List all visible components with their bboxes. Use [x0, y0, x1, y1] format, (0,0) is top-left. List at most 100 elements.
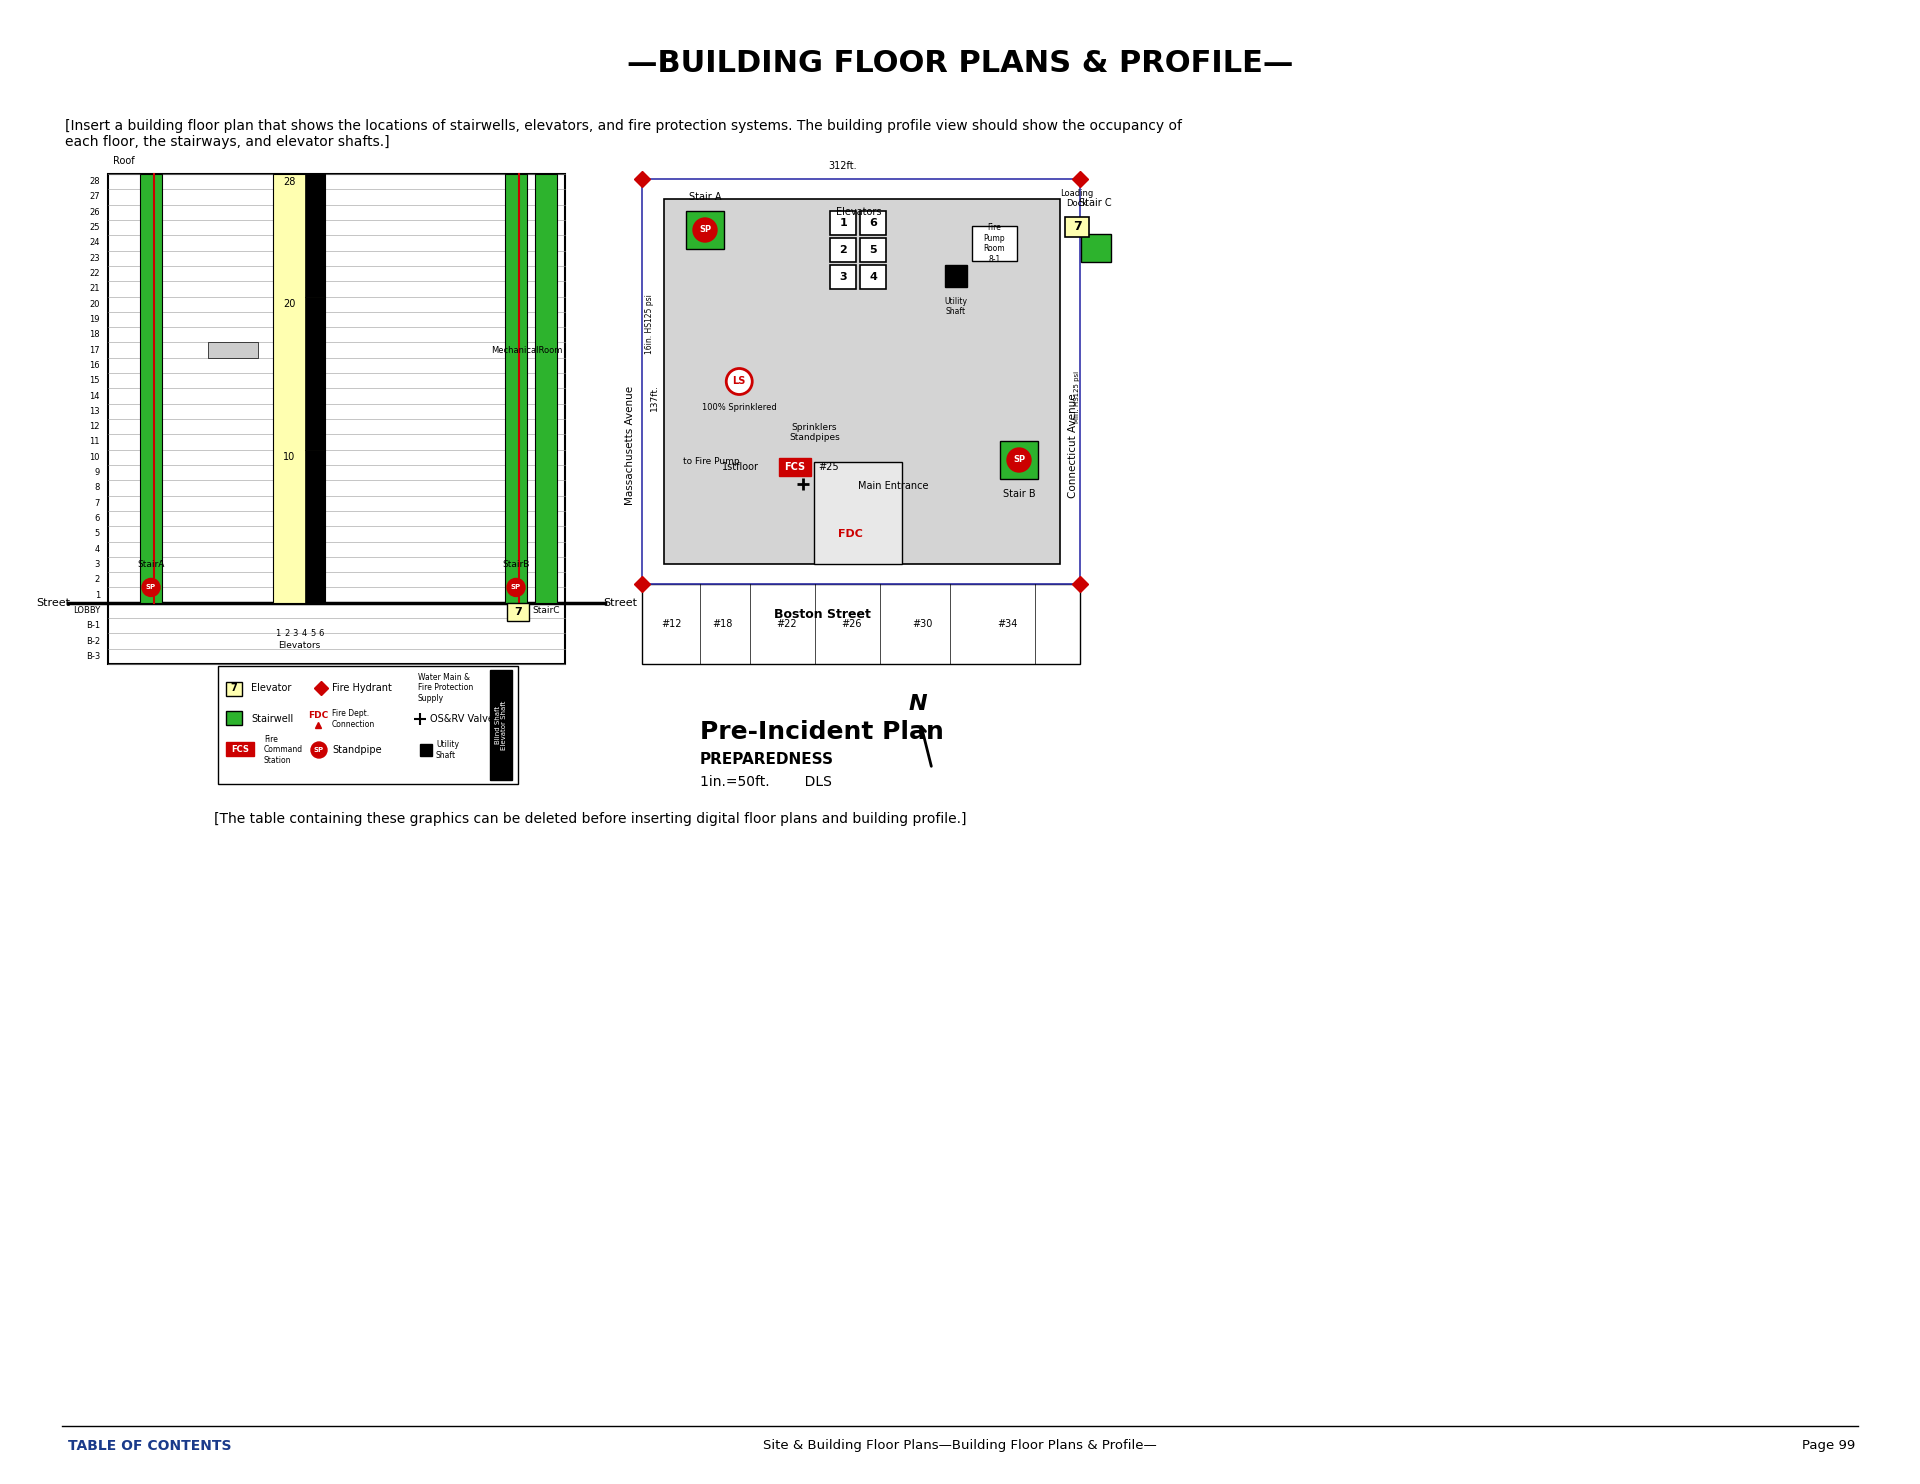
- Text: Street: Street: [603, 598, 637, 608]
- Bar: [305, 450, 324, 603]
- Text: TABLE OF CONTENTS: TABLE OF CONTENTS: [67, 1439, 232, 1453]
- Text: 6: 6: [319, 629, 324, 638]
- Text: Loading
Dock: Loading Dock: [1060, 188, 1094, 208]
- Bar: [207, 343, 257, 358]
- Text: 4: 4: [870, 272, 877, 282]
- Bar: [1066, 217, 1089, 237]
- Bar: [227, 683, 242, 696]
- Text: B-2: B-2: [86, 637, 100, 646]
- Circle shape: [142, 579, 159, 597]
- Text: Stairwell: Stairwell: [252, 714, 294, 724]
- Text: SP: SP: [699, 226, 710, 234]
- Text: LS: LS: [733, 377, 747, 386]
- Text: Fire
Command
Station: Fire Command Station: [265, 735, 303, 764]
- Text: Pre-Incident Plan: Pre-Incident Plan: [701, 720, 945, 743]
- Text: 17: 17: [90, 346, 100, 355]
- Text: Fire Dept.
Connection: Fire Dept. Connection: [332, 709, 374, 729]
- Text: 137ft.: 137ft.: [649, 384, 659, 411]
- Text: 9: 9: [94, 467, 100, 476]
- Text: Roof: Roof: [113, 156, 134, 166]
- Text: 16in. HS125 psi: 16in. HS125 psi: [645, 294, 655, 355]
- Text: 1stfloor: 1stfloor: [722, 462, 758, 472]
- Text: 7: 7: [94, 499, 100, 508]
- Text: 20: 20: [282, 300, 296, 309]
- Text: 11: 11: [90, 438, 100, 447]
- Text: 1: 1: [94, 591, 100, 600]
- Text: Stair A: Stair A: [689, 191, 722, 202]
- Text: 2: 2: [94, 576, 100, 585]
- Bar: [227, 711, 242, 726]
- Text: 7: 7: [230, 683, 238, 693]
- Text: Connecticut Avenue: Connecticut Avenue: [1068, 393, 1077, 499]
- Text: Fire
Pump
Room
8-1: Fire Pump Room 8-1: [983, 224, 1006, 264]
- Bar: [641, 585, 1079, 663]
- Bar: [507, 603, 530, 622]
- Text: 1: 1: [275, 629, 280, 638]
- Bar: [829, 237, 856, 263]
- Bar: [536, 174, 557, 603]
- Text: 1in.=50ft.        DLS: 1in.=50ft. DLS: [701, 775, 831, 789]
- Bar: [860, 211, 887, 234]
- Text: 10: 10: [90, 453, 100, 462]
- Text: 15: 15: [90, 377, 100, 386]
- Bar: [420, 743, 432, 755]
- Text: B-3: B-3: [86, 651, 100, 660]
- Bar: [860, 237, 887, 263]
- Text: Street: Street: [36, 598, 69, 608]
- Text: 14: 14: [90, 392, 100, 401]
- Text: #18: #18: [712, 619, 732, 629]
- Bar: [860, 266, 887, 289]
- Text: N: N: [908, 695, 927, 714]
- Text: 4: 4: [94, 545, 100, 554]
- Text: 5: 5: [870, 245, 877, 255]
- Text: 6: 6: [94, 513, 100, 522]
- Text: Elevator: Elevator: [252, 683, 292, 693]
- Text: Blind Shaft
Elevator Shaft: Blind Shaft Elevator Shaft: [495, 700, 507, 749]
- Text: 3: 3: [839, 272, 847, 282]
- Text: 23: 23: [90, 254, 100, 263]
- Text: 2: 2: [839, 245, 847, 255]
- Text: Boston Street: Boston Street: [774, 607, 872, 620]
- Bar: [108, 174, 564, 663]
- Text: 2: 2: [284, 629, 290, 638]
- Text: StairB: StairB: [503, 559, 530, 568]
- Text: 8: 8: [94, 484, 100, 493]
- Bar: [140, 174, 161, 603]
- Text: 4: 4: [301, 629, 307, 638]
- Text: Stair C: Stair C: [1079, 197, 1112, 208]
- Text: 7: 7: [515, 607, 522, 617]
- Text: FCS: FCS: [230, 745, 250, 754]
- Text: Massachusetts Avenue: Massachusetts Avenue: [626, 386, 636, 506]
- Text: #22: #22: [778, 619, 797, 629]
- Text: 3: 3: [94, 559, 100, 568]
- Bar: [505, 174, 526, 603]
- Bar: [305, 297, 324, 450]
- Text: MechanicalRoom: MechanicalRoom: [492, 346, 563, 355]
- Text: 12: 12: [90, 421, 100, 432]
- Text: #12: #12: [662, 619, 682, 629]
- Text: Utility
Shaft: Utility Shaft: [436, 741, 459, 760]
- Text: FDC: FDC: [307, 711, 328, 720]
- Bar: [829, 266, 856, 289]
- Bar: [305, 174, 324, 297]
- Text: 26: 26: [90, 208, 100, 217]
- Text: 10: 10: [282, 453, 296, 463]
- Bar: [814, 462, 902, 564]
- Circle shape: [507, 579, 524, 597]
- Text: StairA: StairA: [138, 559, 165, 568]
- Text: SP: SP: [511, 585, 520, 591]
- Bar: [219, 666, 518, 784]
- Text: 3: 3: [292, 629, 298, 638]
- Bar: [945, 266, 968, 286]
- Text: FDC: FDC: [837, 528, 862, 539]
- Text: Page 99: Page 99: [1801, 1439, 1855, 1453]
- Text: 5: 5: [309, 629, 315, 638]
- Text: 18: 18: [90, 331, 100, 340]
- Bar: [685, 211, 724, 249]
- Text: Stair B: Stair B: [1002, 490, 1035, 499]
- Bar: [972, 226, 1018, 261]
- Text: PREPAREDNESS: PREPAREDNESS: [701, 751, 833, 767]
- Text: 16: 16: [90, 361, 100, 370]
- Bar: [227, 742, 253, 755]
- Text: Fire Hydrant: Fire Hydrant: [332, 683, 392, 693]
